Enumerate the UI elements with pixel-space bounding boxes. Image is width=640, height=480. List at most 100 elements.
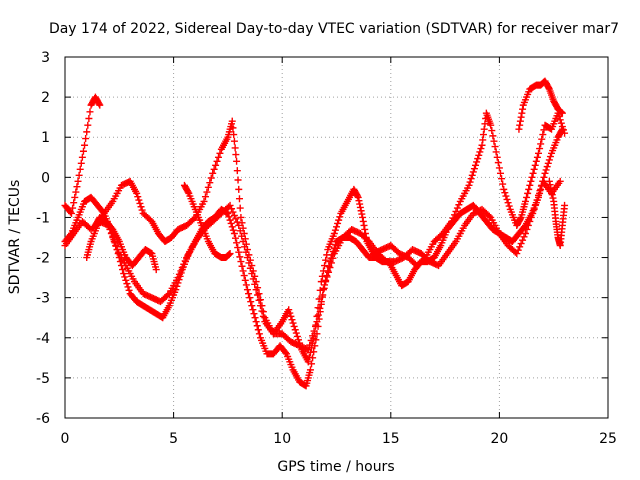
data-point (336, 213, 344, 221)
data-point (204, 183, 212, 191)
data-point (453, 204, 461, 212)
data-point (319, 291, 327, 299)
data-point (517, 240, 525, 248)
data-point (231, 144, 239, 152)
data-point (232, 215, 240, 223)
data-point (334, 219, 342, 227)
data-point (246, 294, 254, 302)
data-point (317, 298, 325, 306)
data-point (319, 286, 327, 294)
data-point (214, 153, 222, 161)
data-point (480, 125, 488, 133)
data-point (241, 276, 249, 284)
data-point (529, 209, 537, 217)
data-point (495, 164, 503, 172)
data-point (172, 286, 180, 294)
y-tick-label: 3 (41, 50, 50, 66)
data-point (517, 113, 525, 121)
data-point (527, 213, 535, 221)
data-point (469, 168, 477, 176)
data-point (304, 346, 312, 354)
data-point (546, 181, 554, 189)
data-point (320, 284, 328, 292)
data-point (533, 153, 541, 161)
data-point (255, 290, 263, 298)
data-point (361, 225, 369, 233)
data-point (290, 322, 298, 330)
data-point (229, 208, 237, 216)
x-tick-label: 20 (490, 431, 508, 447)
data-point (233, 167, 241, 175)
data-point (74, 177, 82, 185)
data-marks (61, 77, 569, 390)
data-point (489, 132, 497, 140)
data-point (516, 215, 524, 223)
data-point (504, 199, 512, 207)
axis-ticks: 0 5 10 15 20 25 -6 -5 -4 -3 -2 -1 0 1 2 3 (36, 50, 617, 447)
data-point (358, 210, 366, 218)
data-point (476, 148, 484, 156)
data-point (322, 278, 330, 286)
data-point (561, 201, 569, 209)
data-point (180, 260, 188, 268)
data-point (75, 171, 83, 179)
y-tick-label: -1 (36, 210, 50, 226)
data-point (474, 155, 482, 163)
series-track-1 (61, 93, 104, 217)
data-point (235, 195, 243, 203)
data-point (558, 125, 566, 133)
data-point (72, 188, 80, 196)
data-point (529, 169, 537, 177)
data-point (479, 136, 487, 144)
data-point (540, 173, 548, 181)
data-point (533, 196, 541, 204)
data-point (478, 141, 486, 149)
data-point (313, 318, 321, 326)
x-axis-label: GPS time / hours (277, 459, 394, 475)
data-point (498, 175, 506, 183)
data-point (121, 273, 129, 281)
data-point (119, 266, 127, 274)
data-point (503, 195, 511, 203)
data-point (242, 248, 250, 256)
data-point (545, 156, 553, 164)
y-tick-label: -5 (36, 371, 50, 387)
data-point (287, 312, 295, 320)
data-point (556, 116, 564, 124)
data-point (230, 137, 238, 145)
data-point (499, 180, 507, 188)
data-point (86, 108, 94, 116)
data-point (233, 157, 241, 165)
data-point (136, 199, 144, 207)
y-tick-label: 2 (41, 90, 50, 106)
data-point (78, 153, 86, 161)
data-point (112, 242, 120, 250)
data-point (226, 201, 234, 209)
data-point (216, 149, 224, 157)
data-point (501, 189, 509, 197)
data-point (254, 326, 262, 334)
data-point (164, 291, 172, 299)
data-point (226, 216, 234, 224)
data-point (549, 194, 557, 202)
y-tick-label: 0 (41, 170, 50, 186)
data-point (281, 348, 289, 356)
data-point (314, 311, 322, 319)
data-point (536, 187, 544, 195)
data-point (249, 306, 257, 314)
data-point (514, 246, 522, 254)
data-point (181, 257, 189, 265)
data-point (212, 161, 220, 169)
data-point (175, 270, 183, 278)
data-point (238, 232, 246, 240)
data-point (309, 354, 317, 362)
data-point (335, 216, 343, 224)
data-point (249, 275, 257, 283)
data-point (505, 202, 513, 210)
data-point (525, 185, 533, 193)
data-point (254, 291, 262, 299)
data-point (250, 310, 258, 318)
data-point (531, 161, 539, 169)
y-tick-label: -3 (36, 291, 50, 307)
